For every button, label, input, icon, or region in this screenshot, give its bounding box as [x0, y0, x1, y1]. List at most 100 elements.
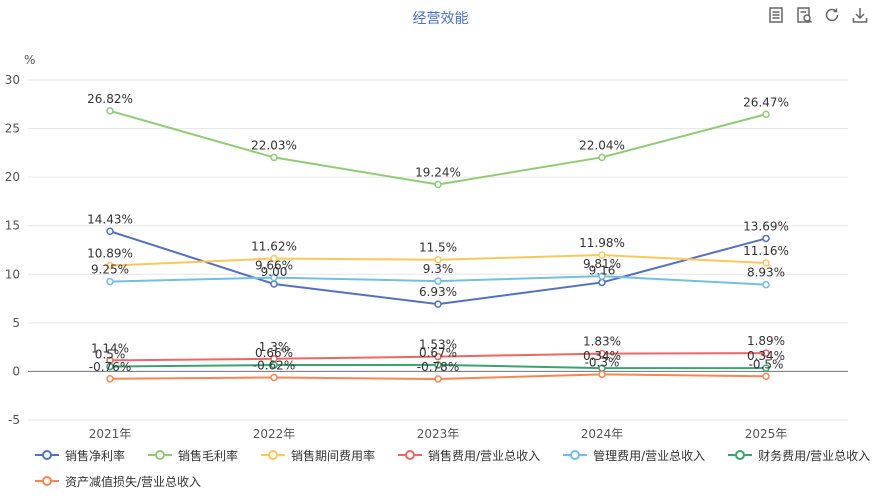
y-tick-label: 15 [5, 219, 20, 233]
chart-title: 经营效能 [412, 11, 469, 27]
data-point[interactable] [762, 110, 770, 119]
legend-item[interactable]: 销售费用/营业总收入 [397, 446, 540, 464]
chart-toolbar [767, 6, 869, 24]
y-tick-label: 10 [5, 267, 20, 281]
refresh-icon[interactable] [823, 6, 841, 24]
data-label: 9.81% [583, 257, 621, 271]
data-point[interactable] [434, 352, 442, 361]
data-point[interactable] [270, 254, 278, 263]
data-point[interactable] [106, 375, 114, 383]
data-point[interactable] [434, 300, 442, 308]
data-label: -0.78% [417, 360, 459, 374]
legend-item[interactable]: 销售毛利率 [147, 446, 238, 464]
data-label: 0.66% [255, 346, 293, 360]
data-label: 0.5% [95, 348, 126, 362]
data-point[interactable] [434, 375, 442, 383]
data-point[interactable] [434, 180, 442, 189]
x-tick-label: 2021年 [89, 427, 132, 440]
data-label: 11.98% [579, 236, 625, 250]
legend-swatch [35, 476, 59, 486]
data-point[interactable] [270, 361, 278, 369]
legend-label: 销售毛利率 [178, 448, 239, 463]
y-axis-unit: % [24, 53, 35, 67]
data-label: 14.43% [87, 212, 133, 226]
data-point[interactable] [762, 372, 770, 381]
legend-swatch [261, 450, 286, 460]
data-point[interactable] [762, 364, 770, 372]
data-labels: 14.43% 9.00 6.93% 9.16 13.69% 26.82% 22.03% 19.… [87, 92, 789, 374]
x-tick-label: 2022年 [253, 427, 296, 440]
y-tick-label: -5 [8, 413, 20, 427]
data-point[interactable] [106, 277, 114, 286]
data-point[interactable] [762, 234, 770, 243]
data-point[interactable] [106, 362, 114, 371]
legend-item[interactable]: 财务费用/营业总收入 [727, 446, 870, 464]
data-point[interactable] [762, 349, 770, 357]
data-point[interactable] [598, 153, 606, 162]
data-point[interactable] [598, 251, 606, 259]
data-point[interactable] [106, 227, 114, 236]
data-label: 6.93% [419, 285, 457, 299]
legend-label: 销售期间费用率 [291, 448, 376, 463]
legend-label: 资产减值损失/营业总收入 [65, 474, 202, 489]
data-label: 9.16 [589, 263, 616, 277]
x-tick-label: 2023年 [417, 427, 460, 440]
data-point[interactable] [270, 280, 278, 288]
data-point[interactable] [598, 278, 606, 287]
data-label: -0.76% [89, 360, 131, 374]
y-tick-label: 5 [12, 316, 20, 330]
data-label: 1.89% [747, 334, 785, 348]
data-label: 19.24% [415, 166, 461, 180]
data-label: 1.53% [419, 338, 457, 352]
download-icon[interactable] [851, 6, 869, 24]
data-label: 13.69% [743, 219, 789, 233]
grid-lines [28, 79, 848, 421]
y-tick-label: 25 [5, 122, 20, 136]
data-label: 11.62% [251, 240, 297, 254]
restore-icon[interactable] [795, 6, 813, 24]
data-label: 22.03% [251, 138, 297, 152]
data-label: 0.34% [583, 349, 621, 363]
legend-label: 销售费用/营业总收入 [428, 448, 541, 463]
y-tick-label: 20 [5, 170, 20, 184]
data-point[interactable] [598, 272, 606, 280]
legend-item[interactable]: 资产减值损失/营业总收入 [34, 472, 201, 490]
legend-label: 财务费用/营业总收入 [758, 448, 871, 463]
legend-item[interactable]: 销售期间费用率 [260, 446, 375, 464]
data-label: -0.5% [749, 357, 784, 371]
data-view-icon[interactable] [767, 6, 785, 24]
data-point[interactable] [270, 273, 278, 282]
series-points [106, 107, 770, 383]
data-point[interactable] [762, 280, 770, 289]
data-point[interactable] [598, 370, 606, 379]
legend-swatch [35, 450, 59, 460]
data-label: 9.3% [423, 262, 454, 276]
legend-label: 销售净利率 [65, 448, 126, 463]
data-label: 10.89% [87, 247, 133, 261]
legend-swatch [398, 450, 423, 460]
data-label: 9.00 [261, 265, 288, 279]
legend-item[interactable]: 管理费用/营业总收入 [562, 446, 705, 464]
legend-item[interactable]: 销售净利率 [34, 446, 125, 464]
axes: % 30 25 20 15 10 5 0 -5 2021年 2022年 2023年 2024年 2025年 [5, 53, 848, 440]
data-point[interactable] [270, 153, 278, 162]
x-tick-label: 2025年 [745, 427, 788, 440]
data-point[interactable] [434, 255, 442, 264]
data-label: 8.93% [747, 266, 785, 280]
data-label: 26.47% [743, 95, 789, 109]
data-point[interactable] [106, 261, 114, 270]
data-point[interactable] [270, 373, 278, 382]
data-point[interactable] [106, 107, 114, 115]
plot-area: % 30 25 20 15 10 5 0 -5 2021年 2022年 2023年 2024年 2025年… [5, 53, 848, 440]
legend-swatch [563, 450, 588, 460]
data-label: 1.3% [259, 340, 290, 354]
data-label: 11.16% [743, 244, 789, 258]
data-label: 22.04% [579, 138, 625, 152]
data-label: -0.62% [253, 358, 295, 372]
data-point[interactable] [598, 349, 606, 358]
data-point[interactable] [434, 277, 442, 285]
legend: 销售净利率 销售毛利率 销售期间费用率 销售费用/营业总收入 管理费用/营业总收入 财务费… [34, 446, 874, 490]
legend-label: 管理费用/营业总收入 [593, 448, 706, 463]
data-point[interactable] [434, 361, 442, 369]
data-point[interactable] [762, 259, 770, 267]
